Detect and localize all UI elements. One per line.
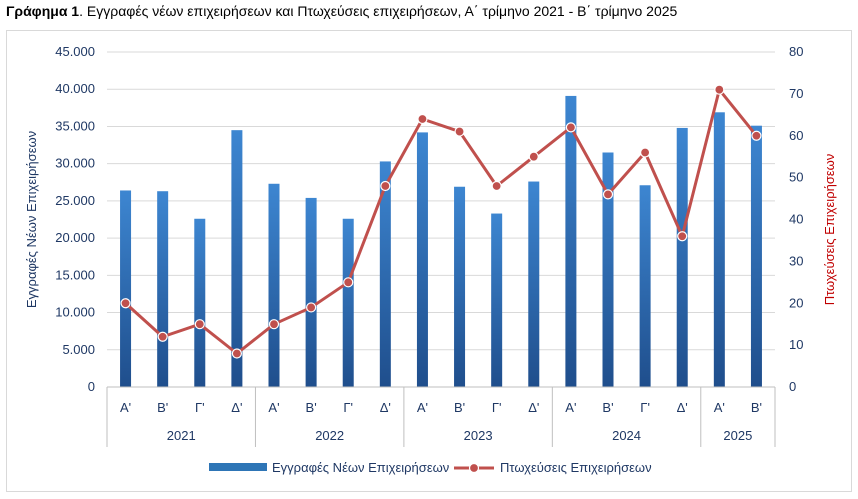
legend: Εγγραφές Νέων Επιχειρήσεων Πτωχεύσεις Επι… [209, 460, 652, 475]
bar [305, 197, 317, 387]
line-point [491, 180, 502, 192]
y-right-tick-label: 40 [789, 212, 803, 227]
bar [342, 218, 354, 387]
bar [491, 213, 503, 387]
line-path [124, 88, 758, 355]
line-point [454, 126, 465, 137]
x-tick-label: Β' [306, 400, 317, 415]
line-point [677, 231, 688, 242]
line-point [751, 130, 762, 141]
y-left-tick-label: 45.000 [55, 44, 95, 59]
x-tick-label: Δ' [677, 400, 688, 415]
x-year-label: 2021 [167, 428, 196, 443]
line-series [120, 84, 762, 359]
line-point [528, 151, 539, 162]
bar [194, 218, 206, 387]
bar [565, 95, 577, 387]
line-point [380, 180, 391, 192]
x-tick-label: Β' [602, 400, 613, 415]
x-tick-label: Α' [714, 400, 725, 415]
legend-bar-swatch [209, 463, 267, 471]
bar [231, 130, 243, 387]
line-point [231, 348, 242, 359]
x-tick-label: Δ' [231, 400, 242, 415]
y-right-tick-label: 20 [789, 295, 803, 310]
y-left-tick-label: 20.000 [55, 230, 95, 245]
chart-title: Γράφημα 1. Εγγραφές νέων επιχειρήσεων κα… [6, 3, 677, 19]
y-right-tick-label: 80 [789, 44, 803, 59]
x-tick-label: Γ' [640, 400, 650, 415]
x-year-label: 2024 [612, 428, 641, 443]
line-point [157, 331, 168, 342]
x-tick-label: Β' [751, 400, 762, 415]
y-left-tick-label: 35.000 [55, 118, 95, 133]
line-point [417, 113, 428, 125]
y-left-tick-label: 10.000 [55, 305, 95, 320]
bar-series [120, 95, 762, 388]
legend-line-label: Πτωχεύσεις Επιχειρήσεων [500, 460, 652, 475]
x-tick-label: Γ' [195, 400, 205, 415]
line-point [343, 277, 354, 288]
y-left-tick-label: 30.000 [55, 156, 95, 171]
bar [639, 185, 651, 387]
bar [713, 112, 725, 388]
y-right-tick-label: 30 [789, 253, 803, 268]
bar [676, 127, 688, 387]
bar [268, 183, 280, 387]
x-tick-label: Δ' [528, 400, 539, 415]
y-right-tick-label: 0 [789, 379, 796, 394]
bar [157, 191, 169, 387]
line-point [565, 122, 576, 133]
y-left-tick-label: 40.000 [55, 81, 95, 96]
x-tick-label: Γ' [492, 400, 502, 415]
bar [528, 181, 540, 387]
x-tick-label: Γ' [343, 400, 353, 415]
bar [454, 186, 466, 387]
chart-title-bold: Γράφημα 1 [6, 3, 80, 19]
line-point [640, 147, 651, 158]
y-right-axis-title: Πτωχεύσεις Επιχειρήσεων [822, 154, 837, 306]
y-right-tick-label: 10 [789, 337, 803, 352]
bar [602, 152, 614, 387]
y-left-tick-label: 0 [88, 379, 95, 394]
bar [120, 190, 132, 387]
bar [379, 161, 391, 387]
axes: 0 5.000 10.000 15.000 20.000 25.000 30.000 35.0… [24, 44, 837, 447]
x-tick-label: Δ' [380, 400, 391, 415]
y-left-tick-label: 15.000 [55, 267, 95, 282]
gridlines [107, 51, 775, 388]
x-year-label: 2022 [315, 428, 344, 443]
bar [416, 132, 428, 387]
y-right-tick-label: 70 [789, 86, 803, 101]
x-tick-label: Α' [120, 400, 131, 415]
chart-frame [6, 30, 852, 492]
line-point [120, 298, 131, 309]
line-point [194, 319, 205, 330]
bar [750, 125, 762, 387]
line-point [602, 189, 614, 200]
chart-title-text: . Εγγραφές νέων επιχειρήσεων και Πτωχεύσ… [79, 3, 678, 19]
y-right-tick-label: 60 [789, 128, 803, 143]
y-left-axis-title: Εγγραφές Νέων Επιχειρήσεων [24, 131, 39, 308]
y-right-tick-label: 50 [789, 170, 803, 185]
x-tick-label: Α' [417, 400, 428, 415]
x-year-label: 2023 [464, 428, 493, 443]
line-point [268, 319, 280, 330]
x-tick-label: Β' [454, 400, 465, 415]
y-left-tick-label: 25.000 [55, 193, 95, 208]
legend-line-marker [468, 462, 480, 474]
line-point [714, 84, 725, 95]
legend-bar-label: Εγγραφές Νέων Επιχειρήσεων [272, 460, 449, 475]
x-tick-label: Β' [157, 400, 168, 415]
x-tick-label: Α' [268, 400, 279, 415]
x-tick-label: Α' [565, 400, 576, 415]
x-year-label: 2025 [723, 428, 752, 443]
line-point [306, 302, 317, 313]
y-left-tick-label: 5.000 [62, 342, 95, 357]
